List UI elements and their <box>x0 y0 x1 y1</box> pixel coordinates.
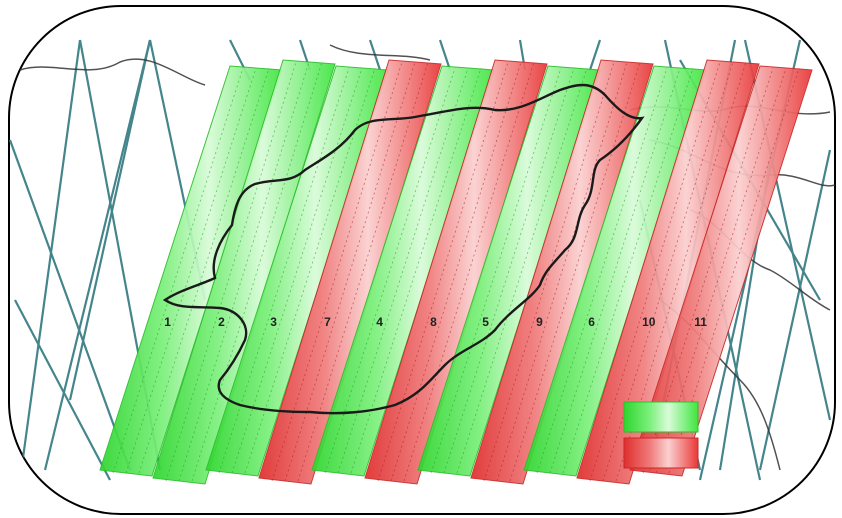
strip-texture-line <box>456 67 588 474</box>
strip-texture-line <box>284 61 416 482</box>
strip-label-4: 4 <box>376 315 383 329</box>
strip-7 <box>258 59 442 485</box>
strip-8 <box>364 59 548 485</box>
strip-texture-line <box>496 61 628 482</box>
strip-texture-line <box>509 61 641 482</box>
strip-texture-line <box>430 67 562 474</box>
strip-10 <box>576 59 760 485</box>
strip-label-6: 6 <box>588 315 595 329</box>
strip-texture-line <box>350 67 482 474</box>
strip-texture-line <box>231 67 363 474</box>
coverage-strips: 1 2 3 7 4 8 5 9 6 10 11 <box>99 59 813 485</box>
strip-texture-line <box>562 67 694 474</box>
legend-swatch-red <box>623 437 699 469</box>
strip-texture-line <box>536 67 668 474</box>
strip-texture-line <box>138 67 270 474</box>
strip-label-11: 11 <box>694 315 707 329</box>
strip-texture-line <box>615 61 747 482</box>
strip-texture-line <box>271 61 403 482</box>
strip-label-9: 9 <box>536 315 543 329</box>
strip-texture-line <box>390 61 522 482</box>
strip-label-2: 2 <box>218 315 225 329</box>
strip-texture-line <box>112 67 244 474</box>
strip-texture-line <box>125 67 257 474</box>
strip-texture-line <box>377 61 509 482</box>
strip-texture-line <box>549 67 681 474</box>
map-legend <box>623 401 699 469</box>
strip-label-7: 7 <box>324 315 331 329</box>
strip-texture-line <box>403 61 535 482</box>
strip-texture-line <box>244 67 376 474</box>
strip-label-10: 10 <box>642 315 656 329</box>
strip-texture-line <box>324 67 456 474</box>
country-border <box>162 83 645 415</box>
strip-texture-line <box>337 67 469 474</box>
strip-11 <box>629 65 813 477</box>
strip-texture-line <box>443 67 575 474</box>
strip-label-8: 8 <box>430 315 437 329</box>
strip-label-5: 5 <box>482 315 489 329</box>
strip-texture-line <box>178 61 310 482</box>
strip-texture-line <box>191 61 323 482</box>
strip-texture-line <box>165 61 297 482</box>
strip-9 <box>470 59 654 485</box>
legend-swatch-green <box>623 401 699 433</box>
strip-texture-line <box>589 61 721 482</box>
strip-label-1: 1 <box>164 315 171 329</box>
strip-label-3: 3 <box>270 315 277 329</box>
strip-texture-line <box>483 61 615 482</box>
strip-texture-line <box>297 61 429 482</box>
strip-texture-line <box>602 61 734 482</box>
